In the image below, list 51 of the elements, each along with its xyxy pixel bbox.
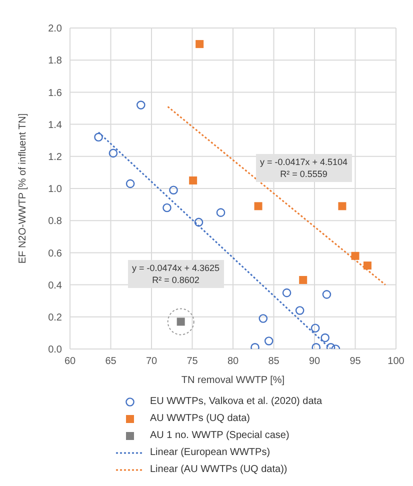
point	[126, 179, 135, 188]
point	[94, 132, 103, 142]
x-axis-title: TN removal WWTP [%]	[181, 375, 285, 386]
x-tick-label: 60	[64, 356, 76, 368]
legend-label: AU WWTPs (UQ data)	[150, 413, 250, 424]
legend-label: Linear (AU WWTPs (UQ data))	[150, 464, 288, 475]
point	[320, 333, 330, 342]
point	[194, 218, 204, 227]
y-tick-label: 1.8	[48, 56, 62, 67]
y-tick-label: 0.0	[48, 344, 62, 356]
x-tick-label: 90	[308, 356, 320, 368]
point	[351, 252, 360, 260]
y-tick-label: 0.6	[48, 248, 62, 260]
point	[363, 262, 372, 270]
y-tick-label: 1.0	[48, 184, 62, 196]
point	[254, 202, 262, 210]
point	[108, 148, 118, 158]
point	[338, 202, 346, 210]
x-tick-label: 75	[186, 356, 198, 368]
x-tick-label: 100	[388, 356, 405, 368]
point	[299, 276, 308, 284]
y-tick-label: 0.2	[48, 312, 62, 324]
legend-label: AU 1 no. WWTP (Special case)	[150, 430, 290, 441]
y-tick-label: 1.6	[48, 88, 62, 99]
point	[196, 40, 204, 48]
y-tick-label: 0.8	[48, 216, 62, 228]
y-tick-label: 2.0	[48, 24, 62, 35]
legend-label: Linear (European WWTPs)	[150, 447, 270, 458]
point	[282, 288, 292, 298]
y-tick-label: 1.4	[48, 120, 62, 131]
y-tick-label: 0.4	[48, 280, 62, 292]
point	[258, 314, 268, 323]
x-tick-label: 80	[227, 356, 239, 368]
y-axis-title: EF N2O-WWTP [% of influent TN]	[18, 113, 29, 264]
annotation: y = -0.0474x + 4.3625 R² = 0.8602	[132, 262, 220, 286]
x-tick-label: 95	[350, 356, 362, 368]
point	[264, 336, 274, 346]
annotation: y = -0.0417x + 4.5104 R² = 0.5559	[260, 156, 348, 180]
point	[189, 176, 198, 184]
x-tick-label: 85	[268, 356, 280, 368]
point	[322, 290, 332, 299]
point	[310, 324, 320, 333]
point	[295, 306, 304, 315]
point	[216, 208, 226, 217]
legend-label: EU WWTPs, Valkova et al. (2020) data	[150, 396, 322, 407]
x-tick-label: 65	[105, 356, 117, 368]
x-tick-label: 70	[146, 356, 158, 368]
y-tick-label: 1.2	[48, 152, 62, 163]
point	[169, 186, 178, 195]
point	[162, 203, 172, 212]
point	[136, 100, 146, 110]
